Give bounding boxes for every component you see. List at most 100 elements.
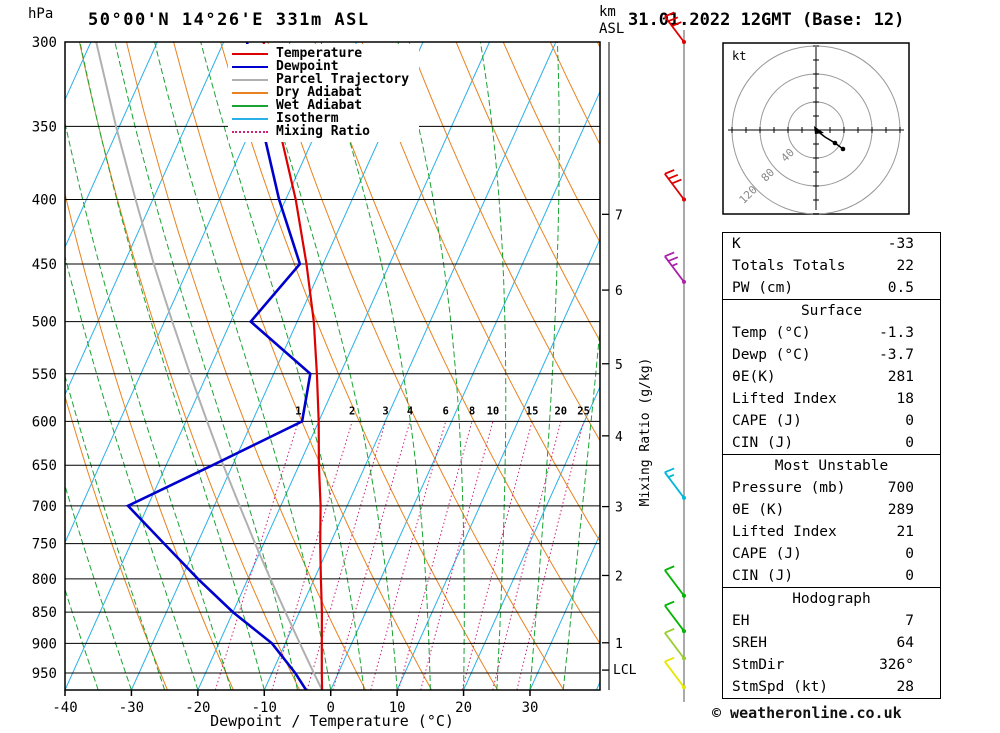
km-tick-label: 6 xyxy=(615,284,623,299)
table-row-value: 28 xyxy=(896,679,914,695)
mixing-ratio-line xyxy=(271,421,353,690)
wind-barb-feather xyxy=(664,251,675,258)
table-row: StmDir 326° xyxy=(723,654,940,676)
mixing-ratio-line xyxy=(420,421,494,690)
station-title: 50°00'N 14°26'E 331m ASL xyxy=(88,10,370,30)
temperature-curve xyxy=(262,42,324,690)
legend-label: Dewpoint xyxy=(276,59,339,74)
wind-barb-staff xyxy=(664,471,685,499)
isotherm-line xyxy=(65,42,358,690)
wind-barb-station-dot xyxy=(682,685,686,690)
pressure-tick-label: 750 xyxy=(32,537,57,553)
mixing-ratio-value-label: 8 xyxy=(469,405,475,417)
table-row: Lifted Index 21 xyxy=(723,521,940,543)
table-row-value: 0 xyxy=(905,413,914,429)
wind-barb-station-dot xyxy=(682,197,686,202)
wind-barb-staff xyxy=(664,255,685,283)
asl-label: ASL xyxy=(599,21,625,37)
wind-barb-station-dot xyxy=(682,40,686,44)
hodograph-trace xyxy=(815,129,844,150)
legend-item: Wet Adiabat xyxy=(232,99,409,112)
background-lines: 1 2 3 4 6 8 10 15 20 25 xyxy=(0,42,700,690)
table-row-value: 700 xyxy=(887,480,914,496)
legend-label: Dry Adiabat xyxy=(276,85,363,100)
legend-label: Wet Adiabat xyxy=(276,98,363,113)
table-row-value: 0 xyxy=(905,546,914,562)
legend-item: Dewpoint xyxy=(232,60,409,73)
table-row-label: Lifted Index xyxy=(732,524,837,540)
skewt-diagram: 1 2 3 4 6 8 10 15 20 25 3003504004505005506006507… xyxy=(0,11,700,730)
pressure-tick-label: 950 xyxy=(32,666,57,682)
table-row-value: 7 xyxy=(905,613,914,629)
pressure-tick-label: 400 xyxy=(32,192,57,208)
mixing-ratio-line xyxy=(332,421,411,690)
isotherm-line xyxy=(65,42,291,544)
pressure-tick-label: 850 xyxy=(32,605,57,621)
wind-barb-station-dot xyxy=(682,593,686,598)
dry-adiabat-line xyxy=(455,42,600,343)
height-axis-unit-label: km ASL xyxy=(599,4,624,38)
wind-barb xyxy=(664,628,686,661)
wind-barb-half-feather xyxy=(668,474,675,478)
legend: Temperature Dewpoint Parcel Trajectory Dry … xyxy=(228,44,420,142)
table-row-value: -3.7 xyxy=(879,347,914,363)
table-section-header: Most Unstable xyxy=(774,458,889,474)
mixing-ratio-value-label: 1 xyxy=(295,405,301,417)
run-title: 31.01.2022 12GMT (Base: 12) xyxy=(628,10,905,30)
table-row: EH 7 xyxy=(723,610,940,632)
mixing-ratio-value-label: 15 xyxy=(526,405,539,417)
dry-adiabat-line xyxy=(267,42,565,690)
pressure-tick-label: 550 xyxy=(32,367,57,383)
wind-barb-staff xyxy=(664,604,685,632)
pressure-tick-label: 350 xyxy=(32,119,57,135)
table-row-label: Totals Totals xyxy=(732,258,846,274)
axis-ticks: 3003504004505005506006507007508008509009… xyxy=(32,11,686,716)
mixing-ratio-value-label: 2 xyxy=(349,405,355,417)
table-section: Hodograph EH 7 SREH 64 StmDir 326° StmSpd (kt) 2… xyxy=(723,587,940,698)
table-row-label: CIN (J) xyxy=(732,568,794,584)
table-row-value: 0 xyxy=(905,568,914,584)
table-row: Dewp (°C) -3.7 xyxy=(723,344,940,366)
wind-barb-feather xyxy=(671,21,682,27)
x-tick-label: -10 xyxy=(252,700,277,716)
isotherm-line xyxy=(463,385,600,690)
pressure-axis-unit-label: hPa xyxy=(28,6,54,22)
table-section: Most Unstable Pressure (mb) 700 θE (K) 289 Li… xyxy=(723,454,940,587)
table-row-value: 281 xyxy=(887,369,914,385)
wind-barb-staff xyxy=(664,569,685,597)
copyright-link[interactable]: © weatheronline.co.uk xyxy=(712,704,902,722)
isotherm-line xyxy=(197,42,490,690)
legend-label: Parcel Trajectory xyxy=(276,72,410,87)
table-row-label: θE (K) xyxy=(732,502,785,518)
hodograph-trace-dot xyxy=(840,146,846,152)
x-tick-label: 20 xyxy=(455,700,472,716)
x-tick-label: 0 xyxy=(326,700,334,716)
legend-swatch xyxy=(232,52,268,55)
table-row-label: PW (cm) xyxy=(732,280,794,296)
table-row-value: 21 xyxy=(896,524,914,540)
isotherm-line xyxy=(0,42,25,690)
wet-adiabat-line xyxy=(529,42,560,690)
dry-adiabat-line xyxy=(173,42,433,690)
wind-barb-staff xyxy=(664,15,685,43)
km-tick-label: 4 xyxy=(615,430,623,445)
wind-barb-feather xyxy=(668,256,679,262)
table-row-label: Lifted Index xyxy=(732,391,837,407)
legend-label: Mixing Ratio xyxy=(276,124,370,139)
pressure-tick-label: 300 xyxy=(32,35,57,51)
table-row-label: Pressure (mb) xyxy=(732,480,846,496)
legend-swatch xyxy=(232,117,268,120)
table-row-label: CAPE (J) xyxy=(732,546,802,562)
dry-adiabat-line xyxy=(65,191,234,690)
wind-barb-feather xyxy=(664,600,675,607)
wind-barb-feather xyxy=(671,178,682,185)
table-row: CIN (J) 0 xyxy=(723,565,940,587)
km-tick-label: 1 xyxy=(615,637,623,652)
dry-adiabat-line xyxy=(65,394,168,690)
dry-adiabat-line xyxy=(502,42,600,244)
dry-adiabat-line xyxy=(692,42,700,690)
table-section: Surface Temp (°C) -1.3 Dewp (°C) -3.7 θE(K) 28… xyxy=(723,299,940,454)
wind-barb xyxy=(664,467,686,500)
wind-barb-staff xyxy=(664,661,685,688)
